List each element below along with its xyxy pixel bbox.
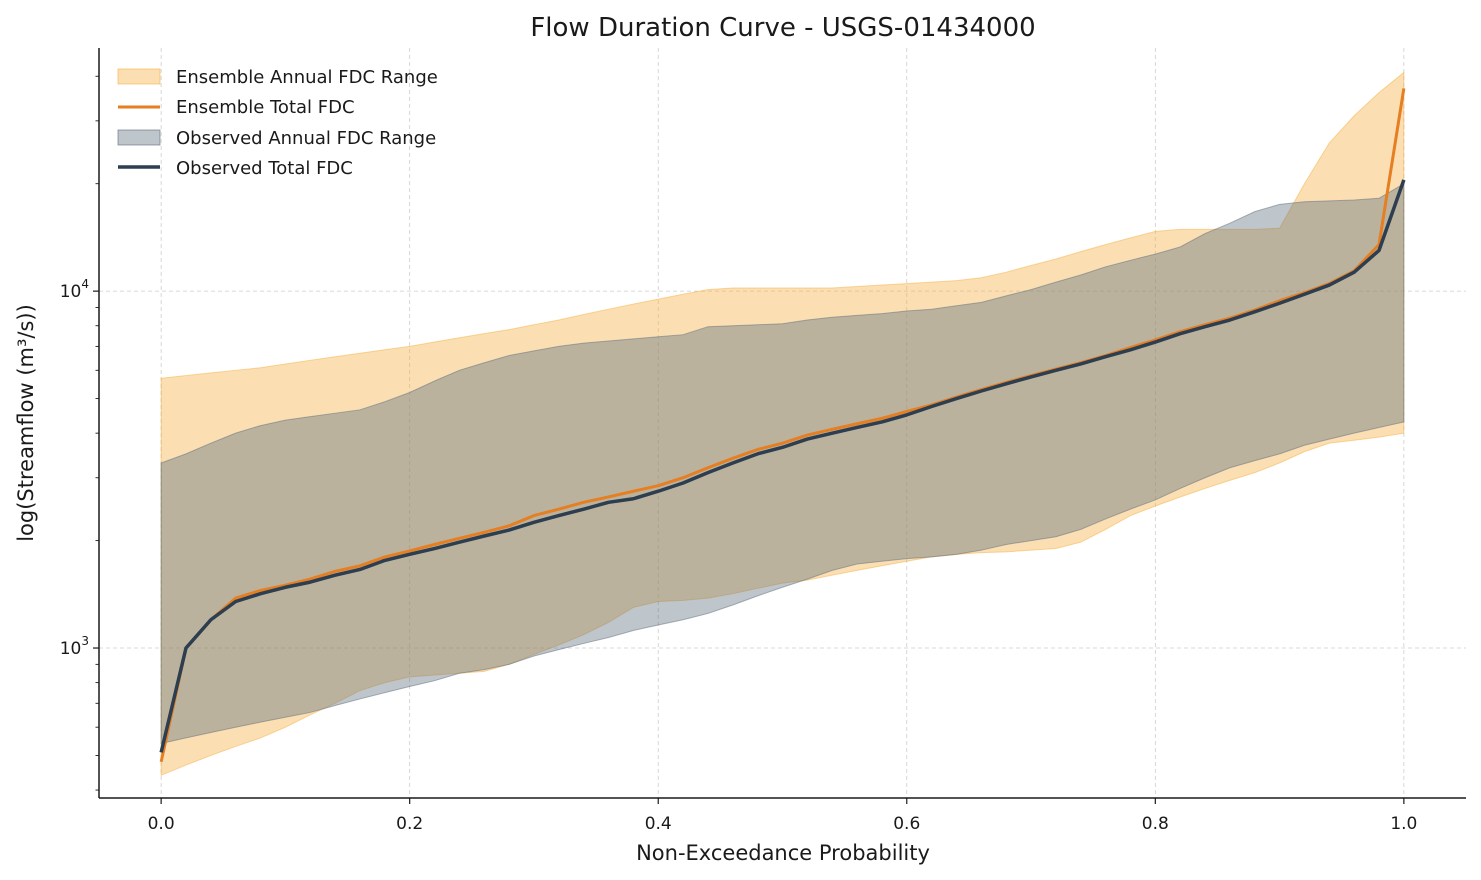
y-axis-label: log(Streamflow (m³/s)) bbox=[14, 304, 38, 542]
legend-label-observed-range: Observed Annual FDC Range bbox=[176, 128, 436, 149]
x-axis-label: Non-Exceedance Probability bbox=[636, 841, 930, 865]
legend-label-ensemble-range: Ensemble Annual FDC Range bbox=[176, 67, 438, 88]
legend-swatch-observed-range bbox=[117, 129, 161, 146]
range-bands bbox=[160, 71, 1405, 777]
legend: Ensemble Annual FDC Range Ensemble Total… bbox=[117, 67, 438, 179]
y-tick-label: 103 bbox=[60, 634, 89, 659]
x-axis-ticks: 0.0 0.2 0.4 0.6 0.8 1.0 bbox=[148, 798, 1417, 834]
ensemble-total-line bbox=[159, 88, 1406, 763]
legend-swatch-ensemble-range bbox=[117, 68, 161, 85]
y-tick-label: 104 bbox=[60, 277, 89, 302]
x-tick-label: 1.0 bbox=[1390, 814, 1417, 834]
observed-total-line bbox=[159, 179, 1406, 753]
total-fdc-lines bbox=[159, 88, 1406, 763]
x-tick-label: 0.6 bbox=[893, 814, 920, 834]
axes bbox=[98, 48, 1466, 799]
chart-title: Flow Duration Curve - USGS-01434000 bbox=[530, 13, 1035, 43]
x-tick-label: 0.4 bbox=[645, 814, 672, 834]
observed-range-band bbox=[160, 182, 1405, 745]
y-axis-ticks: 103 104 bbox=[60, 75, 99, 791]
ensemble-range-band bbox=[160, 71, 1405, 777]
legend-label-observed-total: Observed Total FDC bbox=[176, 158, 353, 179]
legend-label-ensemble-total: Ensemble Total FDC bbox=[176, 97, 355, 118]
x-tick-label: 0.8 bbox=[1142, 814, 1169, 834]
x-tick-label: 0.2 bbox=[396, 814, 423, 834]
x-tick-label: 0.0 bbox=[148, 814, 175, 834]
